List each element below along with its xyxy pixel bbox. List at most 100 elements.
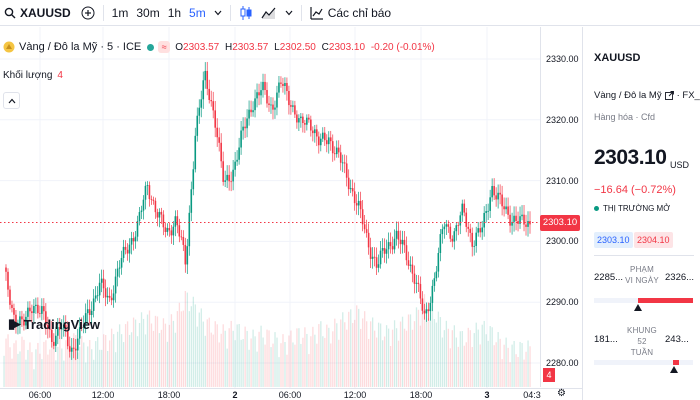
volume-bar (489, 326, 491, 387)
panel-instrument-name: Vàng / Đô la Mỹ · FX_IDC (594, 90, 700, 101)
volume-bar (431, 302, 434, 387)
candle-body (341, 162, 344, 164)
volume-bar (447, 328, 450, 387)
candle-body (487, 210, 489, 212)
candle-body (427, 309, 430, 312)
price-chart[interactable] (0, 27, 540, 388)
volume-bar (523, 359, 525, 387)
volume-bar (334, 318, 336, 387)
candle-body (92, 298, 95, 311)
candle-body (132, 238, 135, 242)
interval-5m[interactable]: 5m (189, 5, 206, 20)
indicators-button[interactable]: Các chỉ báo (306, 2, 395, 24)
candle-body (343, 162, 346, 164)
symbol-search-button[interactable]: XAUUSD (0, 0, 77, 25)
candle-body (194, 135, 197, 170)
interval-dropdown-button[interactable] (210, 2, 226, 24)
candle-body (5, 267, 7, 272)
interval-1m[interactable]: 1m (111, 5, 129, 20)
tradingview-logo[interactable]: ▮▸ TradingView (8, 316, 100, 332)
candle-body (21, 316, 23, 320)
interval-1h[interactable]: 1h (167, 5, 182, 20)
chart-type-candles-button[interactable] (235, 2, 257, 24)
volume-bar (256, 351, 258, 387)
time-axis-tick: 06:00 (28, 390, 52, 400)
candle-body (321, 132, 324, 139)
candle-body (94, 295, 97, 299)
panel-last-price: 2303.10 (594, 146, 667, 169)
volume-bar (362, 318, 364, 387)
candle-body (409, 264, 412, 266)
candle-body (154, 200, 157, 213)
volume-bar (393, 320, 396, 387)
volume-bar (403, 328, 406, 387)
candle-body (174, 216, 177, 227)
compare-symbol-button[interactable] (77, 2, 99, 24)
panel-name-text[interactable]: Vàng / Đô la Mỹ (594, 90, 662, 101)
volume-bar (164, 323, 167, 387)
week52-range-label: KHUNG 52 TUẦN (627, 326, 657, 357)
time-axis[interactable]: 06:00 12:00 18:00 2 06:00 12:00 18:00 3 04:3 (0, 388, 582, 400)
panel-currency: USD (670, 160, 690, 170)
volume-bar (445, 320, 448, 387)
chart-type-area-button[interactable] (257, 2, 281, 24)
volume-bar (162, 318, 165, 387)
alert-icon[interactable]: ≈ (158, 41, 171, 53)
candle-body (286, 82, 288, 92)
volume-bar (242, 339, 244, 387)
chart-pane[interactable] (0, 27, 582, 400)
change-value: -0.20 (-0.01%) (370, 41, 435, 53)
candle-body (47, 325, 49, 329)
candle-body (459, 215, 462, 226)
market-status-text: THỊ TRƯỜNG MỞ (603, 204, 671, 213)
collapse-legend-button[interactable] (3, 92, 20, 109)
bid-price[interactable]: 2303.10 (594, 232, 633, 248)
volume-bar (373, 330, 376, 387)
volume-bar (300, 343, 302, 387)
candle-body (529, 221, 531, 225)
candle-body (399, 239, 402, 245)
volume-bar (505, 337, 507, 387)
external-link-icon[interactable] (664, 91, 674, 100)
volume-bar (47, 354, 49, 387)
volume-bar (140, 312, 143, 387)
volume-bar (330, 343, 332, 387)
volume-bar (79, 346, 81, 387)
ask-price[interactable]: 2304.10 (634, 232, 673, 248)
volume-bar (419, 325, 422, 387)
volume-bar (302, 337, 304, 387)
volume-bar (407, 314, 410, 387)
candle-body (19, 316, 21, 325)
price-axis[interactable]: 2330.00 2320.00 2310.00 2300.00 2290.00 2280.… (540, 27, 582, 387)
candle-body (43, 306, 45, 312)
volume-bar (284, 341, 286, 387)
candle-body (391, 246, 394, 250)
candle-body (23, 319, 25, 326)
volume-bar (35, 349, 37, 387)
candle-body (246, 118, 248, 129)
candle-body (365, 229, 368, 233)
candle-body (184, 244, 187, 265)
candle-body (306, 117, 308, 125)
volume-bar (190, 306, 192, 387)
panel-symbol[interactable]: XAUUSD (594, 52, 641, 64)
volume-bar (152, 330, 155, 387)
volume-bar (421, 304, 424, 387)
interval-30m[interactable]: 30m (136, 5, 160, 20)
series-title: Vàng / Đô la Mỹ · 5 · ICE (19, 41, 142, 53)
candle-body (294, 105, 296, 115)
chart-type-dropdown-button[interactable] (281, 2, 297, 24)
candle-body (146, 185, 149, 186)
volume-bar (266, 329, 268, 387)
volume-bar (264, 344, 266, 387)
volume-bar (53, 340, 55, 387)
candle-body (401, 239, 404, 245)
chart-settings-icon[interactable]: ⚙ (557, 388, 566, 399)
day-range-fill (637, 298, 693, 303)
candle-body (116, 268, 119, 277)
volume-bar (473, 333, 475, 387)
volume-bar (130, 332, 133, 387)
volume-bar (350, 309, 352, 387)
candle-body (256, 92, 258, 99)
candle-body (15, 314, 17, 325)
